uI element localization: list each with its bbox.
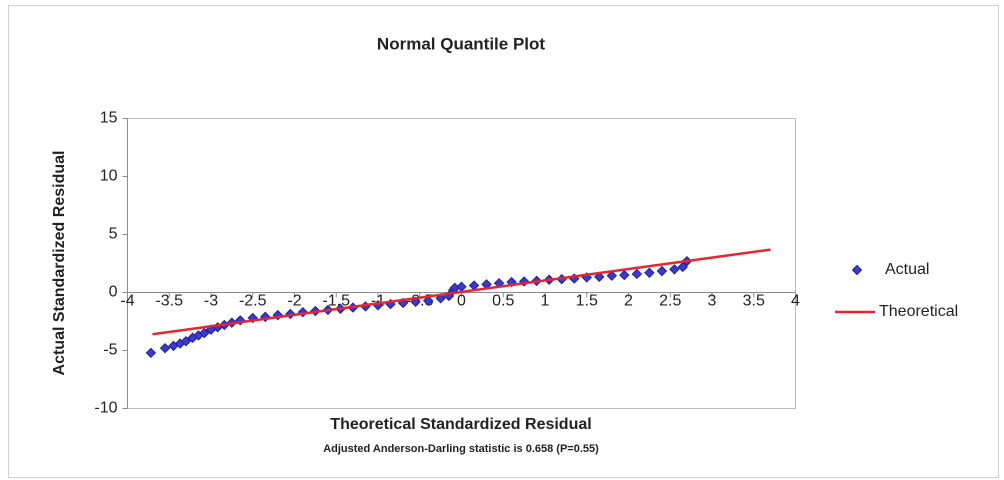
y-axis-label: Actual Standardized Residual [51,151,68,376]
x-tick-label: -3.5 [155,293,183,310]
y-tick-label: 15 [100,110,118,127]
data-point [644,267,655,278]
x-tick-label: -4 [120,293,134,310]
data-point [677,261,688,273]
y-tick-label: -5 [103,342,117,359]
legend-label: Actual [885,261,929,278]
legend-label: Theoretical [879,303,958,320]
x-axis-label: Theoretical Standardized Residual [330,416,591,433]
data-point [199,327,210,339]
x-tick-label: 1.5 [576,293,598,310]
data-point [656,265,668,277]
x-tick-label: -1.5 [322,293,350,310]
data-point [422,295,434,306]
data-point [159,342,171,354]
y-tick-label: 0 [109,284,118,301]
data-point [606,270,618,281]
data-point [631,268,643,280]
x-tick-label: 4 [791,293,800,310]
y-tick-label: -10 [94,400,117,417]
x-tick-label: 2 [624,293,633,310]
x-tick-label: -2.5 [239,293,267,310]
chart-title: Normal Quantile Plot [377,34,545,53]
x-tick-label: 0 [457,293,466,310]
x-tick-label: -2 [287,293,301,310]
annotation: Adjusted Anderson-Darling statistic is 0… [323,443,599,455]
x-tick-label: -3 [204,293,218,310]
data-point [180,336,192,347]
data-point [619,269,630,281]
x-tick-label: 1 [541,293,550,310]
chart-area [8,5,999,478]
data-point [145,347,157,359]
data-point [669,264,680,275]
y-tick-label: 5 [109,226,118,243]
legend-marker [851,264,863,276]
x-tick-label: 0.5 [492,293,514,310]
y-tick-label: 10 [100,168,118,185]
theoretical-line [152,248,771,336]
x-tick-label: 3 [708,293,717,310]
x-tick-label: 3.5 [743,293,765,310]
x-tick-label: 2.5 [659,293,681,310]
